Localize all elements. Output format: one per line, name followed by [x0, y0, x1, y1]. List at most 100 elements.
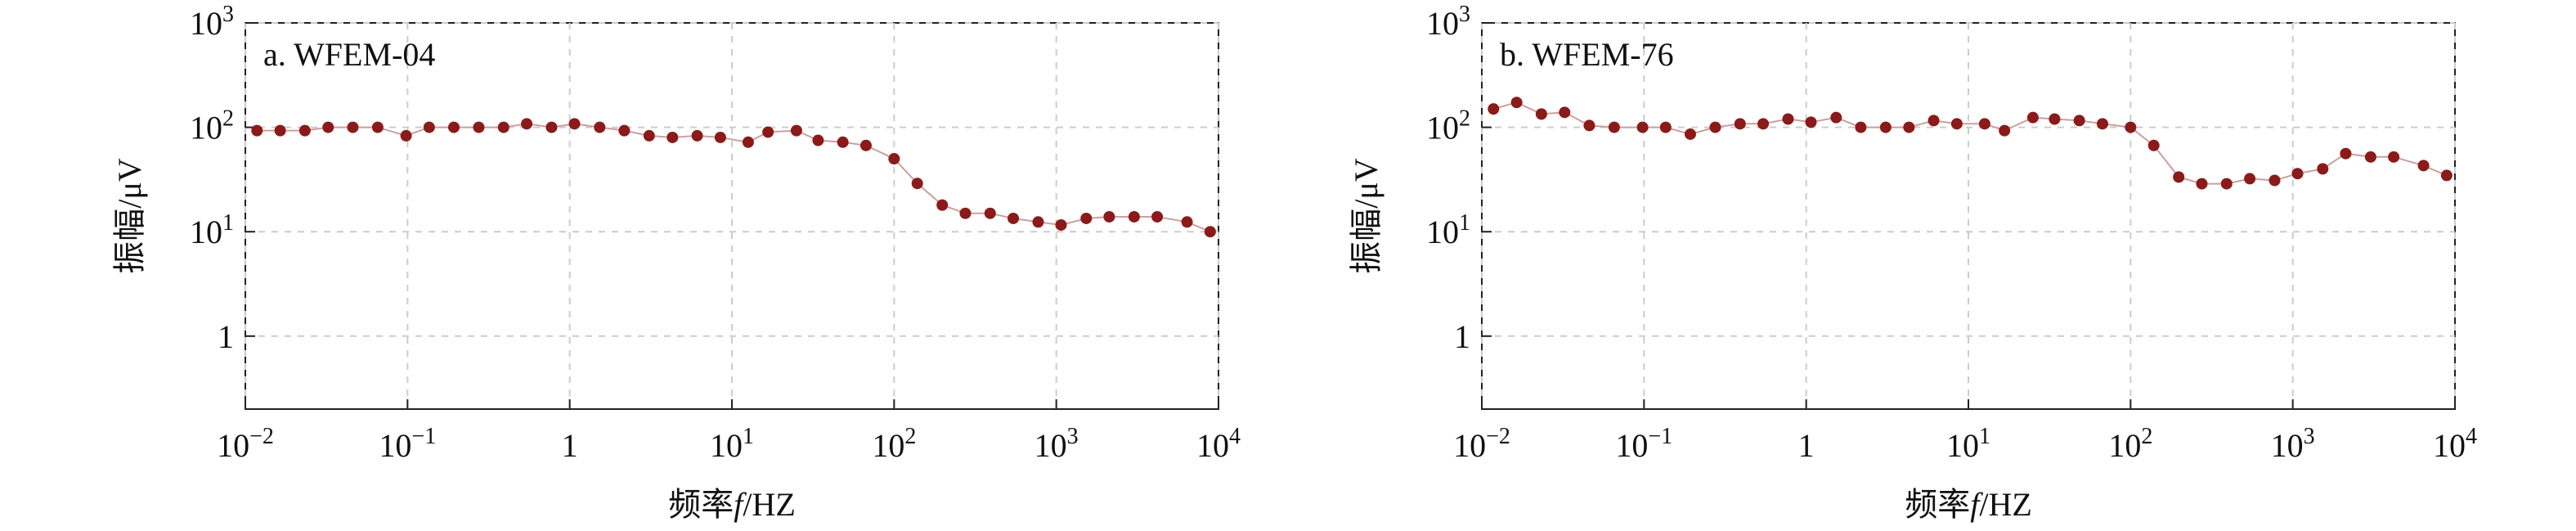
data-point — [1950, 118, 1963, 130]
data-point — [251, 124, 263, 137]
data-point — [1032, 216, 1044, 228]
y-tick-label: 103 — [190, 2, 234, 42]
data-point — [790, 124, 802, 137]
data-point — [2364, 151, 2376, 163]
data-point — [2173, 171, 2185, 183]
data-point — [1879, 121, 1892, 133]
data-line — [257, 123, 1211, 233]
data-point — [1055, 218, 1067, 231]
data-point — [812, 134, 824, 146]
data-point — [1103, 210, 1115, 223]
data-point — [473, 121, 485, 133]
x-tick-label: 10−2 — [1453, 424, 1510, 464]
x-tick-label: 102 — [872, 424, 916, 464]
data-point — [1535, 108, 1547, 120]
x-tick-label: 104 — [2433, 424, 2477, 464]
data-point — [1510, 97, 1523, 109]
data-point — [1659, 121, 1672, 133]
data-point — [1903, 121, 1915, 133]
data-point — [1204, 226, 1216, 238]
data-point — [1999, 124, 2011, 137]
y-tick-label: 101 — [190, 210, 234, 250]
data-point — [371, 121, 384, 133]
data-point — [742, 136, 754, 148]
x-tick-label: 101 — [710, 424, 754, 464]
data-point — [1734, 118, 1746, 130]
y-tick-label: 1 — [218, 318, 234, 355]
y-tick-label: 101 — [1426, 210, 1470, 250]
data-point — [1488, 103, 1500, 115]
data-point — [521, 118, 533, 130]
data-point — [2340, 147, 2352, 160]
data-point — [1128, 210, 1140, 223]
data-point — [859, 139, 872, 151]
x-tick-label: 103 — [2271, 424, 2315, 464]
x-tick-label: 104 — [1196, 424, 1241, 464]
x-tick-label: 10−1 — [1615, 424, 1672, 464]
data-point — [1636, 121, 1649, 133]
y-tick-label: 1 — [1454, 318, 1470, 355]
data-point — [2440, 169, 2453, 182]
data-point — [714, 131, 726, 143]
data-point — [1830, 111, 1842, 124]
data-point — [545, 121, 558, 133]
data-point — [2220, 178, 2233, 190]
data-point — [2317, 163, 2329, 175]
data-point — [2125, 121, 2137, 133]
data-point — [1608, 121, 1620, 133]
data-point — [423, 121, 435, 133]
data-point — [837, 136, 849, 148]
data-point — [1978, 118, 1990, 130]
x-tick-label: 1 — [1798, 427, 1815, 464]
y-tick-label: 102 — [190, 106, 234, 146]
x-tick-label: 1 — [562, 427, 578, 464]
data-point — [2269, 174, 2281, 187]
data-point — [347, 121, 359, 133]
data-point — [1757, 118, 1770, 130]
data-line — [1493, 101, 2448, 185]
x-tick-label: 102 — [2108, 424, 2152, 464]
data-point — [911, 178, 923, 190]
data-point — [1684, 128, 1696, 140]
data-point — [447, 121, 460, 133]
data-point — [298, 124, 311, 137]
data-point — [1782, 113, 1794, 125]
data-point — [1008, 212, 1020, 224]
data-point — [762, 126, 774, 138]
chart-title: a. WFEM-04 — [263, 36, 435, 73]
data-point — [1151, 210, 1164, 223]
data-point — [568, 118, 581, 130]
data-point — [2073, 115, 2085, 127]
data-point — [2291, 168, 2304, 180]
x-tick-label: 10−1 — [379, 424, 436, 464]
data-point — [322, 121, 334, 133]
data-point — [2026, 111, 2039, 124]
data-point — [2096, 118, 2108, 130]
x-tick-label: 10−2 — [217, 424, 274, 464]
data-point — [2417, 160, 2430, 172]
x-axis-label: 频率f/HZ — [1905, 486, 2032, 523]
data-point — [1928, 115, 1940, 127]
chart-title: b. WFEM-76 — [1500, 36, 1674, 73]
data-point — [2244, 173, 2256, 185]
data-point — [618, 124, 631, 137]
data-point — [1709, 121, 1721, 133]
data-point — [2147, 139, 2160, 151]
data-point — [666, 131, 679, 143]
y-tick-label: 102 — [1426, 106, 1470, 146]
data-point — [2196, 178, 2208, 190]
data-point — [1559, 106, 1571, 119]
data-point — [959, 207, 972, 219]
y-tick-label: 103 — [1426, 2, 1470, 42]
data-point — [2049, 113, 2061, 125]
data-point — [400, 129, 412, 142]
x-tick-label: 103 — [1034, 424, 1079, 464]
data-point — [1855, 121, 1867, 133]
data-point — [274, 124, 286, 137]
y-axis-label: 振幅/μV — [1348, 158, 1384, 274]
y-axis-label: 振幅/μV — [111, 158, 148, 274]
data-point — [643, 129, 655, 142]
data-point — [1805, 116, 1817, 128]
data-point — [497, 121, 509, 133]
